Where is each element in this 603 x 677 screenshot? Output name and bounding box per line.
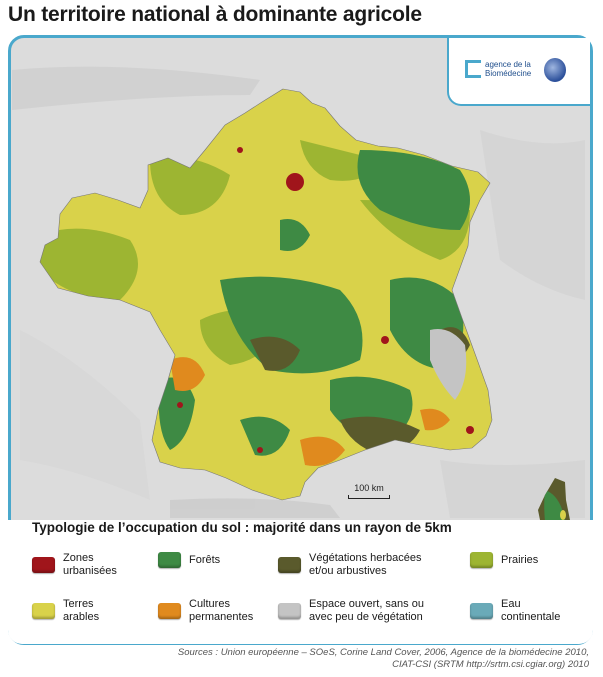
sources-note: Sources : Union européenne – SOeS, Corin…	[177, 647, 589, 670]
legend-label: Eau continentale	[501, 598, 561, 623]
agency-logo: agence de la Biomédecine	[447, 38, 590, 106]
legend-item-herbaceous: Végétations herbacées et/ou arbustives	[278, 552, 422, 578]
legend-swatch	[470, 552, 493, 568]
agency-logo-mark-icon	[465, 60, 481, 78]
legend-swatch	[158, 603, 181, 619]
legend-label: Espace ouvert, sans ou avec peu de végét…	[309, 598, 424, 623]
legend-swatch	[278, 603, 301, 619]
legend-label: Cultures permanentes	[189, 598, 254, 623]
legend: Typologie de l’occupation du sol : major…	[8, 520, 593, 644]
legend-item-arable: Terres arables	[32, 598, 99, 624]
legend-item-open-space: Espace ouvert, sans ou avec peu de végét…	[278, 598, 424, 624]
legend-item-forests: Forêts	[158, 552, 220, 568]
legend-item-permanent-crops: Cultures permanentes	[158, 598, 253, 624]
republic-emblem-icon	[544, 58, 566, 82]
legend-label: Zones urbanisées	[63, 552, 117, 577]
legend-title: Typologie de l’occupation du sol : major…	[32, 520, 452, 535]
page-title: Un territoire national à dominante agric…	[8, 3, 422, 26]
agency-logo-text: agence de la Biomédecine	[485, 60, 532, 78]
scale-label: 100 km	[354, 483, 384, 493]
legend-item-inland-water: Eau continentale	[470, 598, 560, 624]
legend-item-meadows: Prairies	[470, 552, 538, 568]
legend-swatch	[158, 552, 181, 568]
legend-label: Terres arables	[63, 598, 100, 623]
legend-label: Forêts	[189, 553, 221, 566]
legend-swatch	[470, 603, 493, 619]
legend-swatch	[32, 557, 55, 573]
legend-item-urban: Zones urbanisées	[32, 552, 117, 578]
scale-bar-line	[348, 495, 390, 499]
legend-swatch	[278, 557, 301, 573]
legend-label: Végétations herbacées et/ou arbustives	[309, 552, 422, 577]
legend-label: Prairies	[501, 553, 539, 566]
legend-swatch	[32, 603, 55, 619]
